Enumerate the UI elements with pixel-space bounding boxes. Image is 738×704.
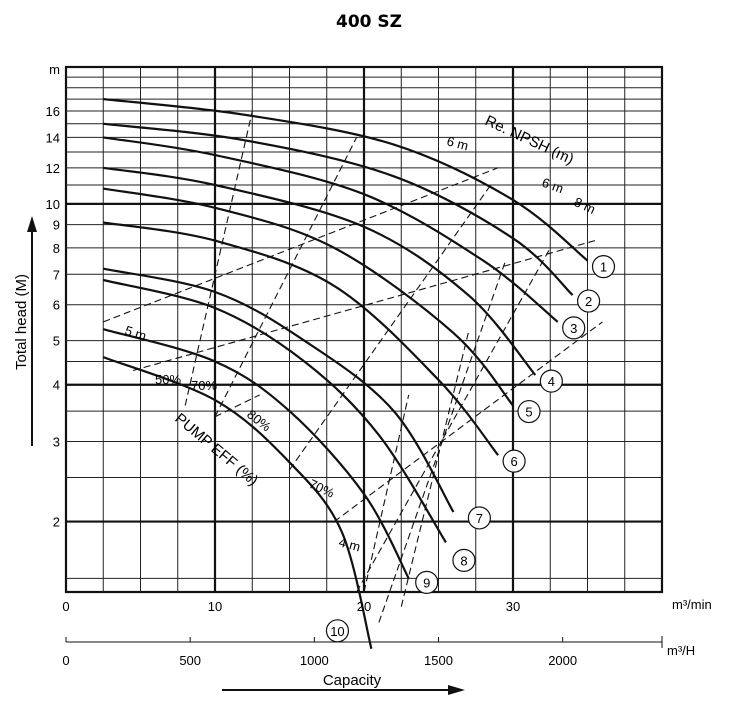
curve-label-circle — [562, 316, 586, 340]
curve-label-text: 8 — [460, 553, 467, 568]
curve-label-3: 3 — [562, 316, 586, 340]
y-tick-label: 12 — [46, 161, 60, 176]
eff-50: 50% — [155, 372, 181, 387]
x-tick-label-hour: 500 — [179, 653, 201, 668]
dashed-contour — [333, 321, 603, 523]
curve-label-7: 7 — [467, 506, 491, 530]
curve-label-circle — [502, 449, 526, 473]
y-tick-label: 6 — [53, 298, 60, 313]
chart-title: 400 SZ — [336, 12, 402, 32]
series-curves — [102, 98, 589, 650]
curve-label-8: 8 — [452, 548, 476, 572]
capacity-arrow — [222, 685, 465, 695]
curve-label-6: 6 — [502, 449, 526, 473]
curve-label-circle — [591, 255, 616, 279]
x-axis-title: Capacity — [323, 672, 382, 689]
npsh-4m: 4 m — [337, 534, 362, 554]
y-tick-label: 16 — [46, 104, 60, 119]
dashed-contour — [214, 394, 260, 418]
x-tick-label-hour: 0 — [62, 653, 69, 668]
x-tick-label-hour: 2000 — [548, 653, 577, 668]
dashed-contour — [184, 110, 253, 406]
curve-label-circle — [576, 289, 601, 313]
x-tick-label-min: 20 — [357, 599, 371, 614]
curve-label-text: 9 — [423, 575, 430, 590]
head-arrow — [27, 216, 37, 446]
curve-label-text: 6 — [510, 454, 517, 469]
x-unit-min-label: m³/min — [672, 597, 712, 612]
y-tick-label: 4 — [53, 378, 60, 393]
curve-label-text: 10 — [330, 624, 344, 639]
series-curve-4 — [103, 166, 537, 376]
y-tick-label: 9 — [53, 218, 60, 233]
x-tick-label-hour: 1000 — [300, 653, 329, 668]
curve-label-circle — [467, 506, 491, 530]
dashed-contour — [400, 332, 469, 607]
npsh-6m-a: 6 m — [445, 133, 470, 153]
x-unit-hour-label: m³/H — [667, 643, 695, 658]
series-curve-9 — [102, 328, 410, 579]
curve-label-text: 3 — [570, 321, 577, 336]
y-axis-title: Total head (M) — [13, 274, 30, 370]
series-curve-7 — [103, 267, 455, 513]
x-tick-labels-min: 0 10 20 30 — [62, 599, 520, 614]
y-tick-label: 10 — [46, 197, 60, 212]
curve-label-text: 7 — [476, 511, 483, 526]
y-unit-label: m — [49, 62, 60, 77]
y-tick-label: 7 — [53, 267, 60, 282]
npsh-5m: 5 m — [123, 323, 148, 344]
npsh-8m: 8 m — [572, 194, 598, 217]
curve-label-text: 2 — [585, 294, 592, 309]
curve-label-10: 10 — [325, 619, 350, 643]
x-tick-label-hour: 1500 — [424, 653, 453, 668]
dashed-contour — [363, 394, 410, 593]
curve-label-text: 4 — [548, 374, 555, 389]
series-curve-10 — [102, 356, 373, 650]
curve-label-2: 2 — [576, 289, 601, 313]
y-tick-label: 3 — [53, 435, 60, 450]
series-curve-5 — [103, 187, 514, 407]
dashed-contour — [132, 240, 596, 372]
npsh-label: Re. NPSH (m) — [482, 112, 576, 168]
dashed-contour — [214, 137, 358, 418]
y-tick-label: 8 — [53, 241, 60, 256]
series-curve-3 — [103, 136, 559, 323]
curve-label-circle — [415, 570, 439, 594]
curve-label-circle — [517, 399, 541, 424]
series-curve-2 — [103, 122, 574, 296]
eff-70-a: 70% — [191, 378, 217, 393]
curve-label-4: 4 — [539, 369, 563, 393]
curve-label-circle — [452, 548, 476, 572]
y-tick-label: 5 — [53, 334, 60, 349]
curve-label-text: 1 — [600, 260, 607, 275]
series-curve-8 — [103, 278, 447, 543]
x-tick-label-min: 30 — [506, 599, 520, 614]
series-curve-6 — [103, 221, 499, 456]
dashed-contour — [289, 184, 492, 471]
hour-axis: 0 500 1000 1500 2000 — [62, 636, 663, 668]
x-tick-label-min: 10 — [208, 599, 222, 614]
curve-label-5: 5 — [517, 399, 541, 424]
series-curve-1 — [103, 98, 589, 262]
y-tick-labels: 16 14 12 10 9 8 7 6 5 4 3 2 — [46, 104, 60, 530]
npsh-6m-b: 6 m — [540, 175, 565, 197]
x-tick-label-min: 0 — [62, 599, 69, 614]
curve-label-9: 9 — [415, 570, 439, 594]
curve-label-text: 5 — [525, 405, 532, 420]
curve-label-circle — [539, 369, 563, 393]
curve-label-1: 1 — [591, 255, 616, 279]
y-tick-label: 2 — [53, 515, 60, 530]
y-tick-label: 14 — [46, 130, 60, 145]
